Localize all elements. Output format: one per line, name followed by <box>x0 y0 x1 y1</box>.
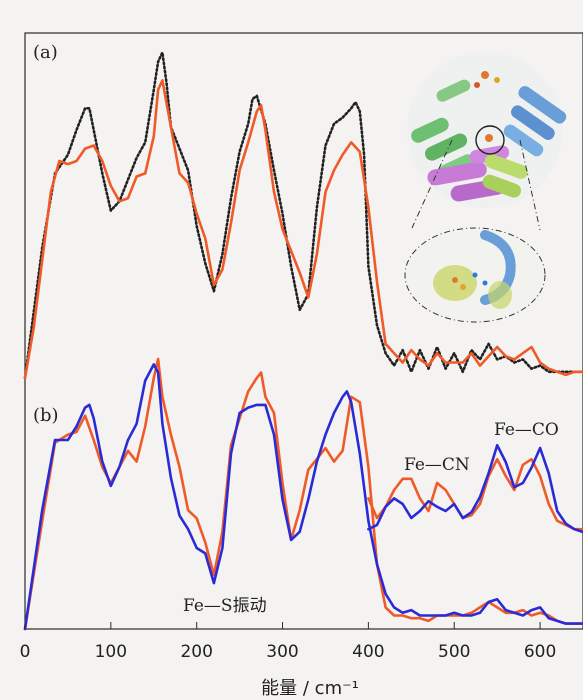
protein-structure-image <box>404 52 567 323</box>
x-tick-label: 0 <box>20 642 31 662</box>
inset-2-blue-line <box>470 443 583 534</box>
series-layer <box>23 51 583 631</box>
inset-1-blue-line <box>367 497 473 531</box>
panel-label-a: (a) <box>33 42 58 63</box>
annotation-fe-s: Fe—S振动 <box>183 596 267 616</box>
panel-label-b: (b) <box>33 405 59 426</box>
x-tick-label: 400 <box>352 642 384 662</box>
plot-frame <box>24 32 583 630</box>
panel-a-series-line-2 <box>23 79 583 380</box>
inset-2-red-line <box>470 457 583 531</box>
x-tick-label: 300 <box>266 642 298 662</box>
x-axis-label: 能量 / cm⁻¹ <box>261 678 359 699</box>
x-tick-label: 600 <box>524 642 556 662</box>
x-tick-label: 100 <box>95 642 127 662</box>
annotation-fe-co: Fe—CO <box>494 420 559 440</box>
panel-a-series-line-1 <box>23 51 583 380</box>
panel-b-series-line-2 <box>23 363 583 631</box>
annotation-fe-cn: Fe—CN <box>404 455 470 475</box>
x-tick-label: 500 <box>438 642 470 662</box>
x-tick-label: 200 <box>180 642 212 662</box>
x-axis: 0 100 200 300 400 500 600 <box>20 622 556 662</box>
